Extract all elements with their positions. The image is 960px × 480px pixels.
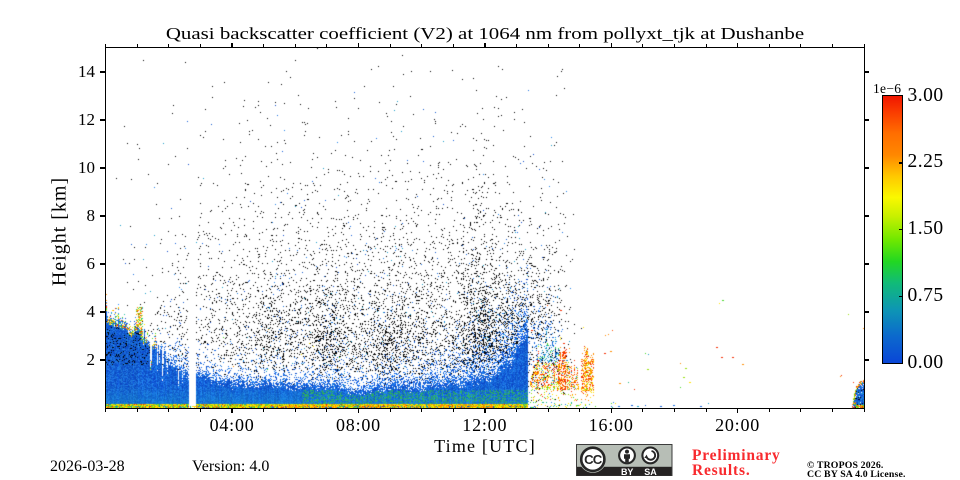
svg-text:SA: SA xyxy=(644,467,657,476)
svg-text:CC: CC xyxy=(584,452,603,467)
svg-text:BY: BY xyxy=(621,467,633,476)
